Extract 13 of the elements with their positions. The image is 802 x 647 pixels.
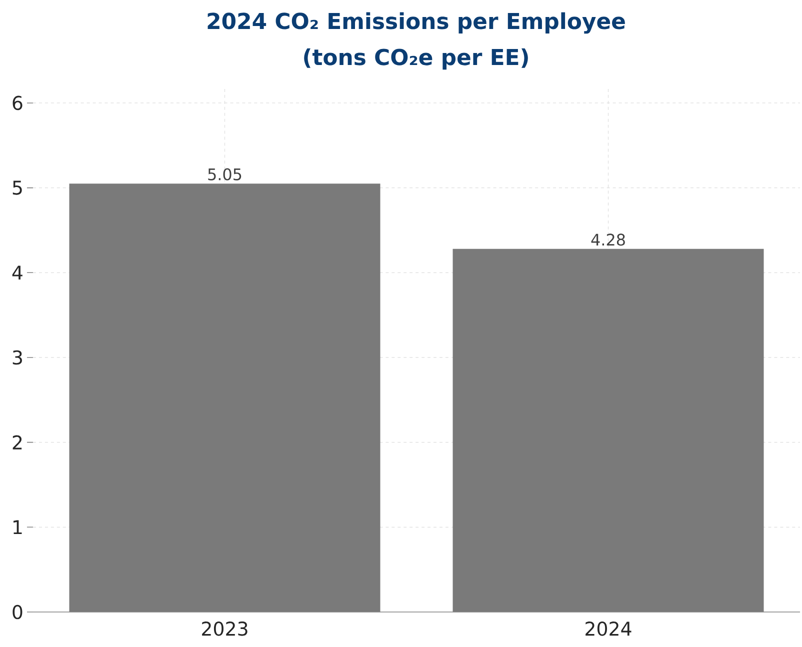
y-tick-label: 5: [12, 180, 22, 195]
y-tick-label: 2: [12, 435, 22, 450]
y-tick-label: 3: [12, 350, 22, 365]
y-tick-label: 6: [12, 96, 22, 110]
data-label: 4.28: [591, 234, 625, 246]
x-tick-label: 2023: [202, 622, 248, 636]
chart-subtitle: (tons CO₂e per EE): [304, 48, 528, 70]
y-tick-label: 1: [14, 520, 22, 534]
x-tick-label: 2024: [586, 622, 632, 636]
data-label: 5.05: [208, 168, 242, 180]
chart-title: 2024 CO₂ Emissions per Employee: [208, 12, 625, 34]
y-tick-label: 0: [12, 604, 22, 620]
y-tick-label: 4: [12, 266, 22, 280]
